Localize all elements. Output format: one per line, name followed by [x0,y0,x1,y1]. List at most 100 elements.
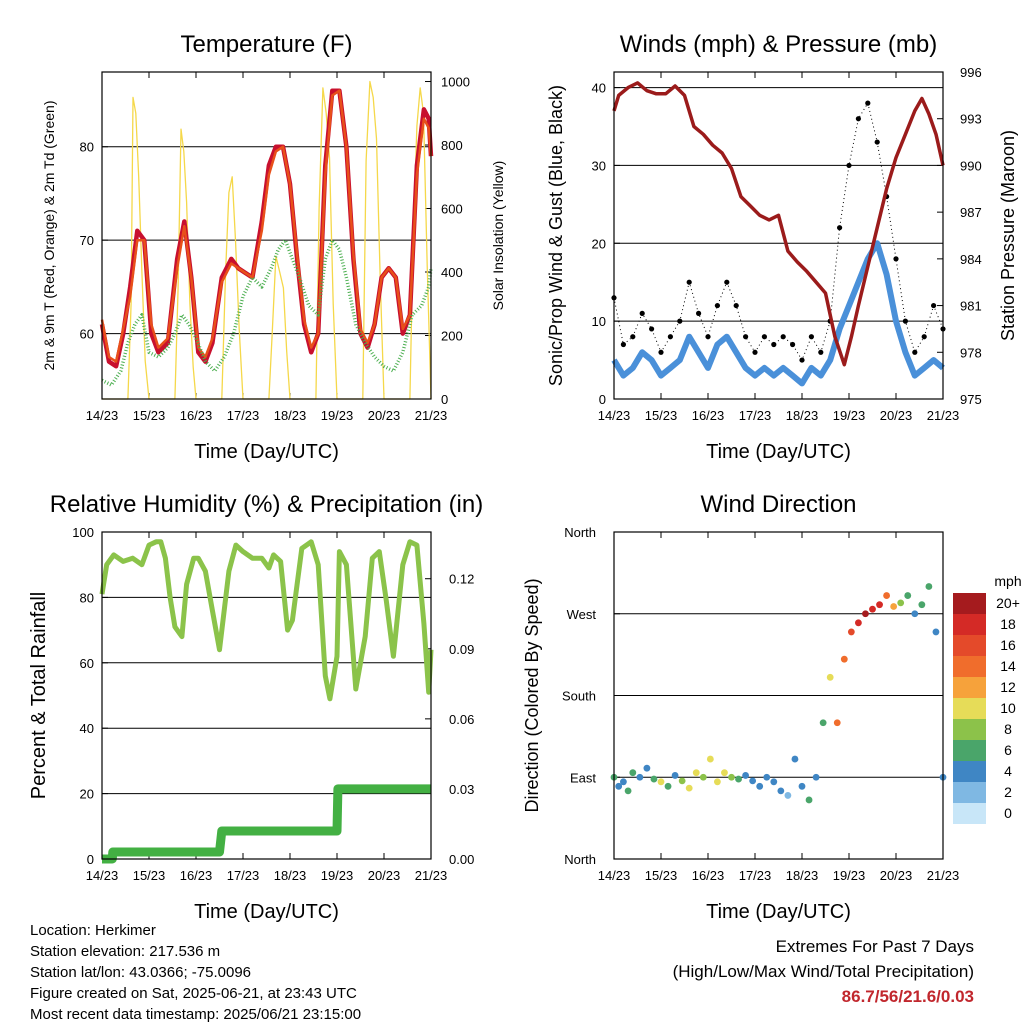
temperature-xtick-label: 15/23 [133,408,166,423]
dir-point [862,610,869,618]
wind_direction-xtick-label: 16/23 [692,868,725,883]
dir-point [643,764,651,772]
legend-label: 14 [1000,658,1016,674]
dir-point [798,782,806,790]
dir-point [847,628,855,636]
winds-title: Winds (mph) & Pressure (mb) [620,31,937,58]
rh-ytick-label: 80 [80,590,94,605]
legend-title: mph [994,573,1021,589]
dir-plot-frame [613,531,944,860]
legend-swatch [953,761,986,782]
wind-gust-point [902,318,909,324]
winds-xlabel: Time (Day/UTC) [706,441,851,463]
humidity-title: Relative Humidity (%) & Precipitation (i… [50,491,483,518]
wind-gust-point [799,357,805,363]
wind_direction-xtick-label: 20/23 [880,868,913,883]
rh-series-humidity [99,539,434,702]
dir-point [911,610,919,618]
humidity-xtick-label: 21/23 [415,868,448,883]
temp-ytick-right-label: 0 [441,392,448,407]
winds-xtick-label: 15/23 [645,408,678,423]
wind-ylabel-right: Station Pressure (Maroon) [998,130,1018,341]
created-text: Figure created on Sat, 2025-06-21, at 23… [30,985,357,1002]
dir-point [876,601,883,609]
winds-xtick-label: 20/23 [880,408,913,423]
temperature-title: Temperature (F) [180,31,352,58]
humidity-xtick-label: 20/23 [368,868,401,883]
temp-ytick-right-label: 200 [441,329,463,344]
dir-point [728,773,735,781]
extremes-title: Extremes For Past 7 Days [775,937,974,956]
humidity-xtick-label: 19/23 [321,868,354,883]
dir-point [685,784,693,792]
panel-temperature: Temperature (F) Time (Day/UTC) 14/23 15/23 1… [41,31,506,463]
temp-ytick-right-label: 800 [441,138,463,153]
legend-swatch [953,782,986,803]
dir-point [664,782,672,790]
dir-point [657,778,665,786]
dir-point [624,787,632,795]
temperature-xtick-label: 14/23 [86,408,119,423]
dir-point [636,773,644,781]
dir-ytick-label: West [567,607,597,622]
dir-point [699,773,707,781]
dir-point [777,787,785,795]
dir-point [805,796,813,804]
extremes-box: Extremes For Past 7 Days (High/Low/Max W… [673,934,974,1009]
wind_direction-xtick-label: 18/23 [786,868,819,883]
panel-humidity: Relative Humidity (%) & Precipitation (i… [28,491,483,923]
dir-point [721,769,728,777]
wind-plot-frame [613,71,944,400]
humidity-xtick-label: 14/23 [86,868,119,883]
dir-ytick-label: South [562,689,596,704]
dir-point [819,719,827,727]
wind-ytick-label: 10 [592,314,606,329]
wind-gust-point [893,256,899,262]
humidity-xtick-label: 18/23 [274,868,307,883]
rh-ytick-right-label: 0.09 [449,642,474,657]
legend-swatch [953,740,986,761]
legend-label: 6 [1004,742,1012,758]
legend-swatch [953,698,986,719]
legend-swatch [953,656,986,677]
dir-point [678,777,686,785]
rh-series-precip [102,784,431,864]
wind-ytick-label: 20 [592,236,606,251]
dir-point [897,599,905,607]
dir-point [812,773,820,781]
speed-legend: mph 20+ 18 16 14 12 10 8 6 4 2 0 [953,573,1022,824]
wind-ytick-label: 0 [599,392,606,407]
humidity-xtick-label: 17/23 [227,868,260,883]
location-text: Location: Herkimer [30,922,156,939]
dir-point [714,778,721,786]
wind-ylabel: Sonic/Prop Wind & Gust (Blue, Black) [546,85,566,386]
humidity-xlabel: Time (Day/UTC) [194,901,339,923]
wind-gust-point [705,334,711,340]
legend-swatch [953,719,986,740]
winds-xtick-label: 19/23 [833,408,866,423]
wind-ytick-right-label: 996 [960,65,982,80]
rh-ytick-right-label: 0.06 [449,712,474,727]
panel-wind_direction: Wind Direction Time (Day/UTC) 14/23 15/23 16… [522,491,1022,923]
winds-xtick-label: 17/23 [739,408,772,423]
wind-gust-point [630,334,636,340]
wind-gust-point [855,116,862,122]
temperature-xtick-label: 18/23 [274,408,307,423]
legend-swatch [953,677,986,698]
wind_direction-xtick-label: 17/23 [739,868,772,883]
dir-point [904,592,912,599]
dir-point [749,777,757,785]
temp-ytick-right-label: 400 [441,265,463,280]
dir-point [883,592,890,599]
panel-winds: Winds (mph) & Pressure (mb) Time (Day/UTC… [546,31,1018,463]
wind_direction-title: Wind Direction [700,491,856,518]
dir-point [791,755,799,763]
winds-xtick-label: 21/23 [927,408,960,423]
rh-ytick-right-label: 0.12 [449,572,474,587]
dir-ytick-label: North [564,525,596,540]
rh-ylabel: Percent & Total Rainfall [28,592,50,800]
humidity-xtick-label: 15/23 [133,868,166,883]
dir-ytick-label: North [564,852,596,867]
temperature-xtick-label: 21/23 [415,408,448,423]
dir-ylabel: Direction (Colored By Speed) [522,578,542,812]
